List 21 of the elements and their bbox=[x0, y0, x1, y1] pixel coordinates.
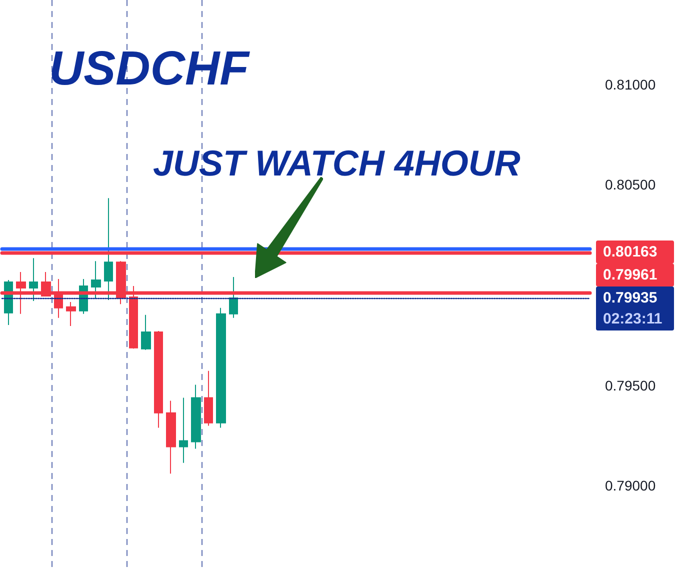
candlestick bbox=[154, 330, 163, 428]
ref-line-label: 0.80163 bbox=[603, 244, 658, 261]
candlestick bbox=[91, 260, 101, 300]
ref-line-label: 0.79961 bbox=[603, 266, 658, 284]
y-tick-label: 0.81000 bbox=[605, 76, 656, 92]
candlestick bbox=[66, 302, 76, 326]
y-tick-label: 0.80500 bbox=[605, 176, 656, 193]
candlestick bbox=[104, 198, 113, 301]
candlestick bbox=[204, 370, 213, 426]
candlestick bbox=[216, 307, 226, 428]
candlestick bbox=[141, 314, 151, 350]
text: JUST WATCH 4HOUR bbox=[153, 142, 520, 184]
candlestick bbox=[191, 384, 201, 450]
candlestick bbox=[229, 276, 238, 318]
candlestick bbox=[29, 258, 38, 302]
y-tick-label: 0.79500 bbox=[605, 377, 656, 394]
text: USDCHF bbox=[49, 42, 251, 96]
y-tick-label: 0.79000 bbox=[605, 478, 656, 494]
ref-line-label: 0.79935 02:23:11 bbox=[603, 290, 662, 328]
candlestick bbox=[179, 397, 188, 464]
candlestick bbox=[166, 400, 176, 474]
